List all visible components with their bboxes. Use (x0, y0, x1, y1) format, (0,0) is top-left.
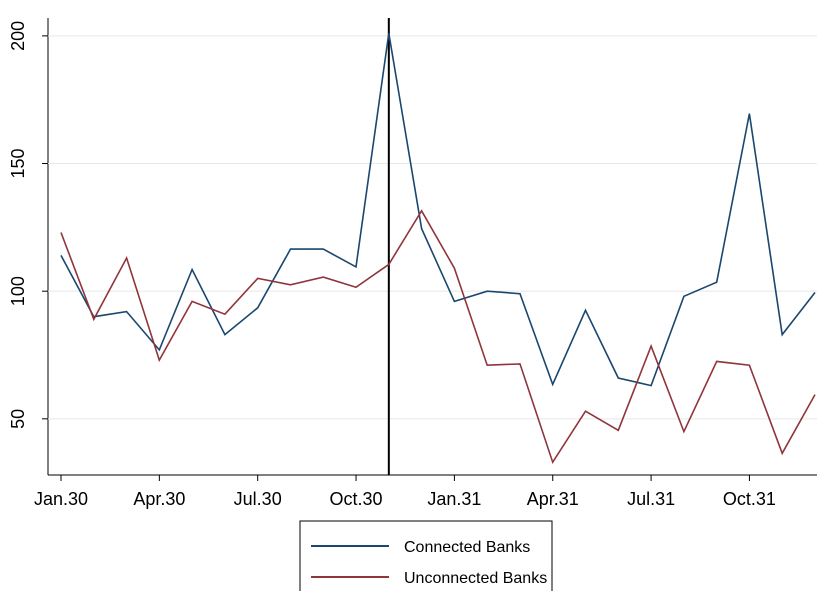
x-tick-label: Oct.30 (330, 489, 383, 509)
x-tick-label: Jan.30 (34, 489, 88, 509)
series-line (60, 33, 816, 387)
legend-label: Connected Banks (404, 539, 530, 556)
x-tick-label: Jan.31 (427, 489, 481, 509)
x-tick-label: Jul.31 (627, 489, 675, 509)
series-line (60, 209, 816, 465)
y-tick-label: 100 (8, 276, 28, 306)
x-tick-label: Oct.31 (723, 489, 776, 509)
x-tick-label: Apr.30 (133, 489, 185, 509)
legend-box (299, 520, 553, 596)
x-tick-label: Jul.30 (234, 489, 282, 509)
x-tick-label: Apr.31 (527, 489, 579, 509)
y-tick-label: 150 (8, 149, 28, 179)
legend-label: Unconnected Banks (404, 570, 547, 587)
y-tick-label: 50 (8, 409, 28, 429)
y-tick-label: 200 (8, 21, 28, 51)
